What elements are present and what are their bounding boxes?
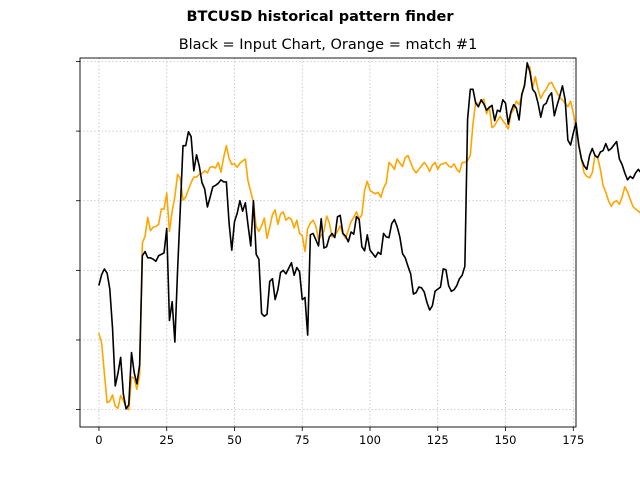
x-tick-label: 50: [227, 433, 242, 447]
match-1-line: [98, 64, 640, 411]
x-tick-label: 100: [359, 433, 381, 447]
x-tick-label: 125: [427, 433, 449, 447]
x-tick-label: 25: [159, 433, 174, 447]
x-tick-label: 175: [562, 433, 584, 447]
axis-ticks: 0 25 50 75 100 125 150 175: [76, 61, 584, 447]
chart-subtitle: Black = Input Chart, Orange = match #1: [179, 37, 478, 53]
x-tick-label: 75: [295, 433, 310, 447]
series-layer: [98, 62, 640, 411]
chart-title: BTCUSD historical pattern finder: [186, 9, 454, 25]
x-tick-label: 0: [95, 433, 102, 447]
plot-frame: [79, 57, 577, 428]
x-tick-label: 150: [495, 433, 517, 447]
input-chart-line: [98, 62, 640, 410]
